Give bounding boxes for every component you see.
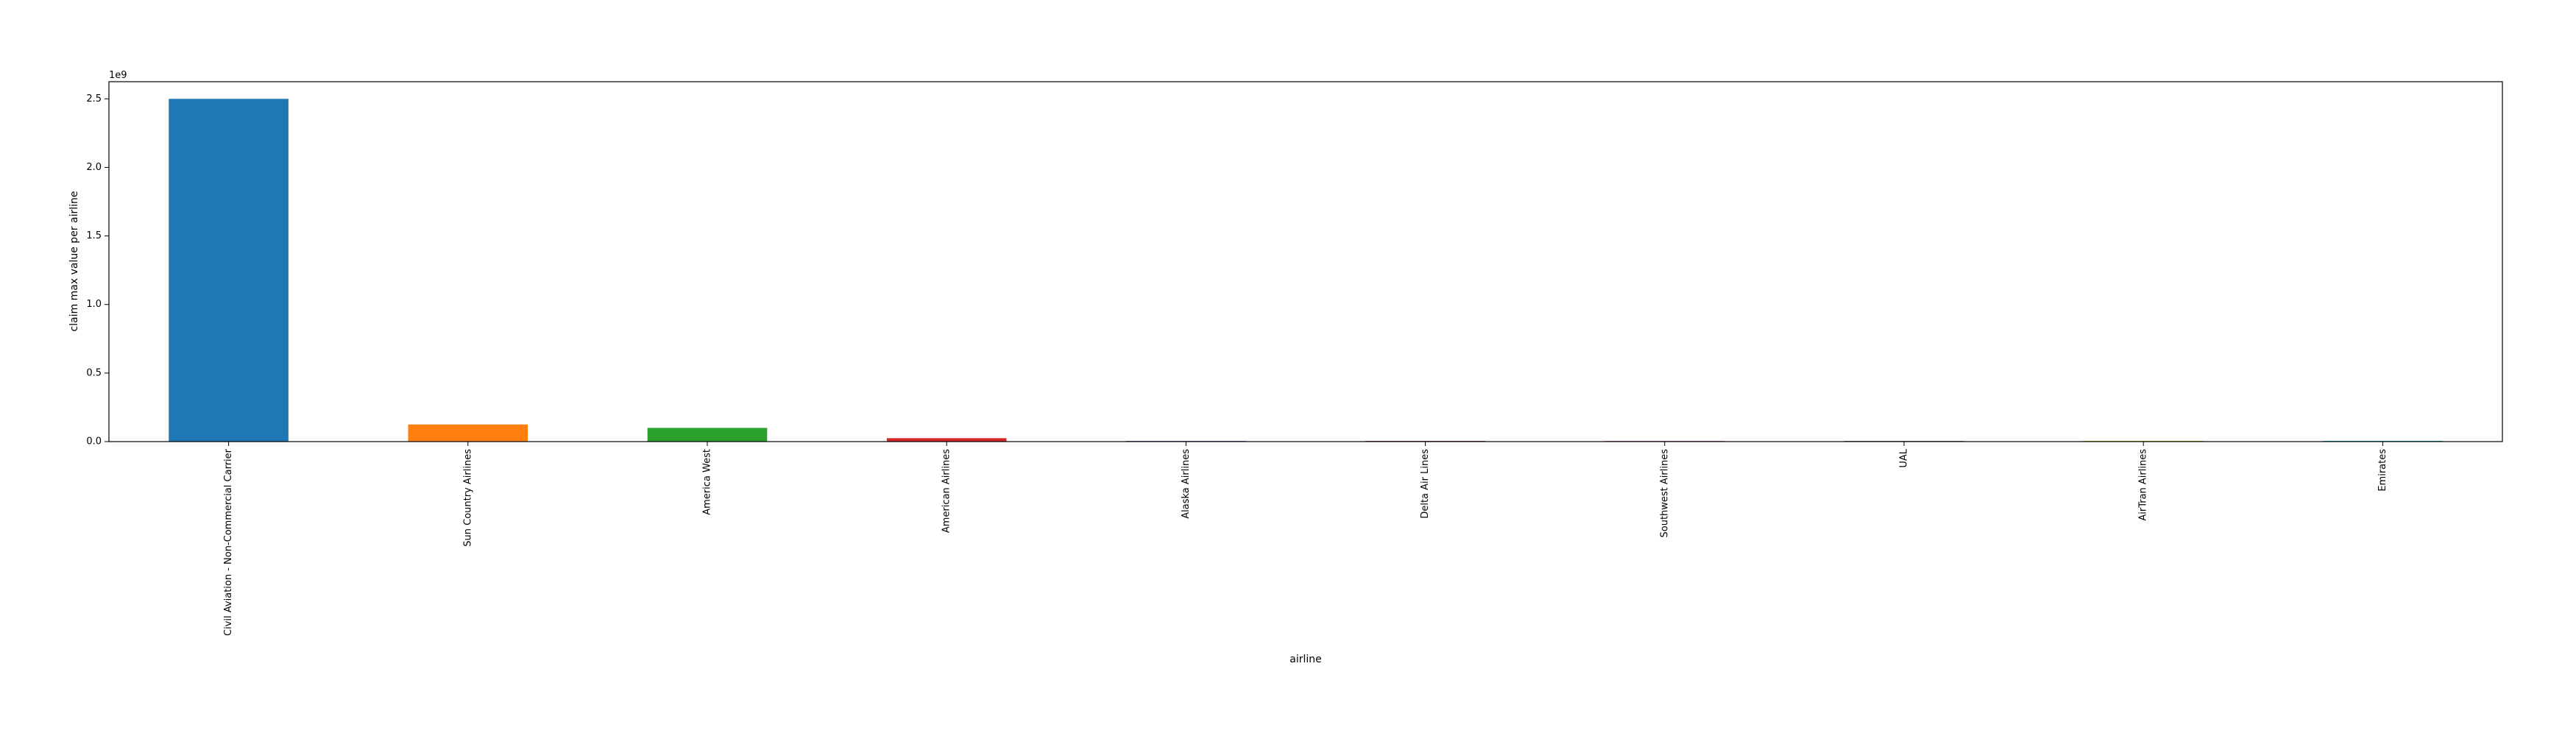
x-tick-label-9: Emirates	[2377, 449, 2388, 492]
bar-0	[169, 99, 289, 442]
plot-frame	[108, 81, 2503, 442]
bar-1	[408, 424, 528, 442]
x-tick-label-6: Southwest Airlines	[1659, 449, 1670, 538]
x-tick-label-2: America West	[702, 449, 713, 515]
x-tick-label-7: UAL	[1899, 448, 1910, 467]
y-axis-offset-label: 1e9	[109, 70, 127, 81]
x-tick-label-5: Delta Air Lines	[1420, 449, 1431, 519]
x-tick-label-1: Sun Country Airlines	[462, 449, 473, 547]
y-axis-ticks: 0.0 0.5 1.0 1.5 2.0 2.5	[86, 93, 109, 447]
bar-3	[886, 438, 1007, 442]
x-tick-label-8: AirTran Airlines	[2138, 449, 2149, 521]
x-tick-label-4: Alaska Airlines	[1181, 449, 1192, 519]
plot-area	[109, 82, 2502, 442]
x-axis-ticks: Civil Aviation - Non-Commercial Carrier S…	[223, 442, 2388, 636]
y-tick-label-3: 1.5	[86, 230, 102, 241]
y-tick-label-2: 1.0	[86, 299, 102, 310]
y-tick-label-4: 2.0	[86, 162, 102, 173]
y-axis-label: claim max value per airline	[68, 191, 80, 332]
bar-2	[647, 428, 768, 442]
y-tick-label-5: 2.5	[86, 93, 102, 105]
bars-group	[169, 99, 2443, 442]
x-axis-label: airline	[1289, 654, 1322, 665]
x-tick-label-3: American Airlines	[941, 449, 952, 533]
y-tick-label-1: 0.5	[86, 367, 102, 378]
x-tick-label-0: Civil Aviation - Non-Commercial Carrier	[223, 448, 234, 636]
y-tick-label-0: 0.0	[86, 436, 102, 447]
